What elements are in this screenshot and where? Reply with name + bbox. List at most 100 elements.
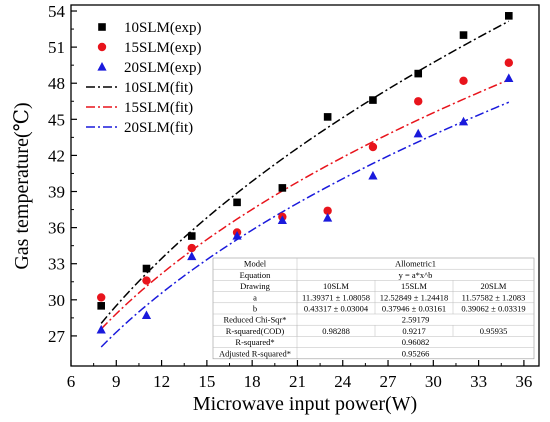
- legend-marker-circle: [97, 42, 107, 52]
- y-tick-label: 33: [48, 255, 65, 274]
- x-tick-label: 33: [470, 372, 487, 391]
- y-tick-label: 27: [48, 327, 66, 346]
- table-cell: 0.96082: [402, 337, 430, 347]
- legend: 10SLM(exp) 15SLM(exp) 20SLM(exp) 10SLM(fit)…: [86, 20, 202, 136]
- x-tick-label: 12: [153, 372, 170, 391]
- table-cell: 11.39371 ± 1.08058: [302, 292, 370, 302]
- data-point-square: [414, 69, 423, 78]
- table-cell: 0.98288: [322, 326, 350, 336]
- x-tick-label: 18: [244, 372, 261, 391]
- x-tick-label: 24: [334, 372, 352, 391]
- fit-curve-20slmfit: [100, 101, 510, 348]
- table-cell: 15SLM: [401, 281, 427, 291]
- data-point-square: [97, 302, 105, 310]
- table-cell: 0.43317 ± 0.03004: [304, 304, 369, 314]
- legend-label: 10SLM(exp): [124, 20, 202, 36]
- legend-label: 20SLM(fit): [124, 120, 193, 136]
- fit-lines: [100, 20, 510, 348]
- data-point-triangle: [323, 212, 333, 222]
- data-point-square: [278, 184, 287, 192]
- table-cell: 0.37946 ± 0.03161: [382, 304, 446, 314]
- x-axis-label: Microwave input power(W): [193, 393, 417, 415]
- legend-label: 15SLM(exp): [124, 40, 202, 56]
- table-background: [212, 257, 535, 360]
- y-tick-label: 51: [48, 38, 65, 57]
- y-tick-label: 54: [48, 2, 66, 21]
- data-point-circle: [142, 276, 151, 285]
- data-point-square: [187, 232, 196, 240]
- x-axis-ticks: 6 9 12 15 18 21 24 27 30 33 36: [67, 360, 532, 391]
- table-cell: Adjusted R-squared*: [219, 348, 291, 358]
- legend-entry: 15SLM(fit): [86, 100, 193, 116]
- table-cell: Reduced Chi-Sqr*: [223, 315, 286, 325]
- plot-frame: [70, 4, 540, 367]
- data-point-triangle: [277, 215, 287, 224]
- table-cell: Allometric1: [395, 259, 436, 269]
- x-tick-label: 15: [198, 372, 215, 391]
- data-point-circle: [96, 293, 106, 302]
- data-point-triangle: [141, 310, 152, 320]
- table-cell: y = a*x^b: [399, 270, 433, 280]
- table-cell: 20SLM: [481, 281, 507, 291]
- y-tick-label: 39: [48, 183, 65, 202]
- data-point-triangle: [96, 324, 106, 334]
- table-cell: 10SLM: [323, 281, 349, 291]
- table-cell: 0.95266: [402, 348, 430, 358]
- table-cell: a: [253, 292, 257, 302]
- legend-marker-triangle: [97, 62, 107, 71]
- x-tick-label: 27: [380, 372, 398, 391]
- legend-entry: 15SLM(exp): [97, 40, 202, 56]
- table-cell: Equation: [240, 270, 271, 280]
- table-cell: 2.59179: [402, 315, 430, 325]
- legend-marker-square: [98, 23, 106, 31]
- y-tick-label: 42: [48, 146, 65, 165]
- data-point-triangle: [413, 128, 423, 138]
- x-tick-label: 36: [515, 372, 532, 391]
- legend-label: 10SLM(fit): [124, 80, 193, 96]
- fit-curve-10slmfit: [100, 20, 510, 324]
- y-tick-label: 48: [48, 74, 65, 93]
- data-point-circle: [187, 243, 196, 253]
- y-axis-ticks: 27 30 33 36 39 42 45 48 51 54: [48, 2, 77, 346]
- legend-entry: 10SLM(fit): [86, 80, 193, 96]
- table-cell: b: [253, 304, 257, 314]
- table-cell: 0.95935: [480, 326, 508, 336]
- y-tick-label: 30: [48, 291, 65, 310]
- data-point-circle: [504, 58, 514, 67]
- legend-entry: 10SLM(exp): [98, 20, 202, 36]
- table-cell: 12.52849 ± 1.24418: [380, 292, 448, 302]
- legend-label: 15SLM(fit): [124, 100, 193, 116]
- data-point-triangle: [458, 116, 469, 126]
- table-cell: Model: [244, 259, 267, 269]
- data-point-triangle: [232, 231, 242, 240]
- data-point-circle: [414, 97, 423, 106]
- data-point-square: [323, 113, 332, 121]
- data-point-square: [369, 96, 377, 104]
- fit-curve-15slmfit: [100, 79, 510, 330]
- data-point-circle: [368, 142, 378, 152]
- table-cell: 0.9217: [402, 326, 425, 336]
- y-tick-label: 36: [48, 219, 65, 238]
- data-point-triangle: [504, 73, 514, 83]
- fit-results-table: Model Allometric1 Equation y = a*x^b Drawing…: [212, 257, 535, 360]
- table-cell: 11.57582 ± 1.2083: [462, 292, 526, 302]
- table-cell: Drawing: [240, 281, 270, 291]
- data-point-square: [142, 264, 151, 273]
- data-point-circle: [323, 206, 332, 215]
- data-point-square: [505, 12, 513, 20]
- legend-entry: 20SLM(exp): [97, 60, 202, 76]
- data-point-circle: [459, 76, 468, 86]
- table-cell: R-squared*: [235, 337, 274, 347]
- legend-entry: 20SLM(fit): [86, 120, 193, 136]
- table-cell: R-squared(COD): [226, 326, 285, 336]
- x-tick-label: 6: [67, 372, 76, 391]
- y-tick-label: 45: [48, 110, 65, 129]
- table-cell: 0.39062 ± 0.03319: [461, 304, 525, 314]
- y-axis-label: Gas temperature(℃): [11, 102, 33, 269]
- legend-label: 20SLM(exp): [124, 60, 202, 76]
- data-point-triangle: [368, 170, 378, 180]
- x-tick-label: 21: [289, 372, 306, 391]
- data-markers: [96, 12, 514, 334]
- data-point-square: [233, 198, 241, 207]
